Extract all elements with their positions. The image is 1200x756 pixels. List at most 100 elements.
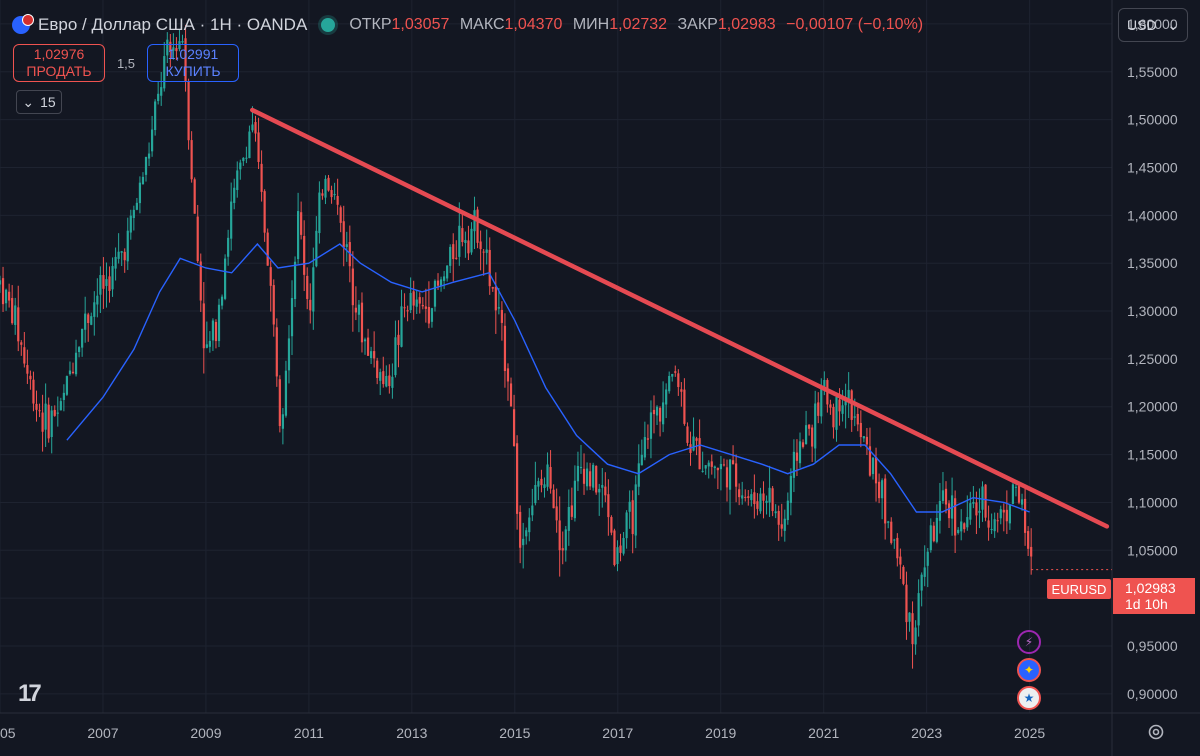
tradingview-logo-icon: 17 xyxy=(18,680,42,707)
candle-body xyxy=(357,304,361,315)
candle-body xyxy=(147,153,151,159)
y-tick-label: 1,15000 xyxy=(1127,447,1178,463)
candle-body xyxy=(643,437,646,458)
candle-body xyxy=(464,239,467,244)
candle-body xyxy=(619,545,622,553)
x-tick-label: 2013 xyxy=(396,725,427,741)
candle-body xyxy=(966,517,969,528)
candle-body xyxy=(738,489,741,498)
candle-body xyxy=(777,511,780,525)
eu-flag-event-icon[interactable]: ✦ xyxy=(1017,658,1041,682)
candle-body xyxy=(719,463,723,470)
candle-body xyxy=(579,466,583,469)
candle-body xyxy=(786,500,789,521)
candle-body xyxy=(622,538,625,554)
symbol-header: Евро / Доллар США · 1H · OANDA ОТКР1,030… xyxy=(12,12,929,38)
candle-body xyxy=(1008,505,1011,524)
lightning-event-icon[interactable]: ⚡ xyxy=(1017,630,1041,654)
candle-body xyxy=(11,298,14,324)
candle-body xyxy=(199,261,202,301)
candle-body xyxy=(893,539,896,541)
currency-button[interactable]: USD ⌄ xyxy=(1118,8,1188,42)
candle-body xyxy=(488,249,491,287)
buy-button[interactable]: 1,02991 КУПИТЬ xyxy=(147,44,239,82)
candle-body xyxy=(290,298,294,337)
eur-usd-flag-icon xyxy=(12,14,34,34)
candle-body xyxy=(820,386,823,417)
candle-body xyxy=(561,548,564,551)
candle-body xyxy=(798,441,802,464)
candle-body xyxy=(528,517,531,533)
candle-body xyxy=(868,446,872,476)
last-price-value: 1,02983 xyxy=(1125,580,1176,596)
events-column: ⚡ ✦ ★ xyxy=(1017,630,1041,710)
candle-body xyxy=(987,520,990,528)
candle-body xyxy=(634,484,637,536)
candle-body xyxy=(163,56,166,89)
candle-body xyxy=(728,459,732,490)
x-tick-label: 2019 xyxy=(705,725,736,741)
candle-body xyxy=(917,593,920,626)
candle-body xyxy=(610,517,613,533)
candle-body xyxy=(741,495,744,499)
candle-body xyxy=(1,278,5,305)
candle-body xyxy=(625,512,628,539)
candle-body xyxy=(576,465,580,482)
candle-body xyxy=(248,131,251,159)
candle-body xyxy=(363,339,367,342)
candle-body xyxy=(957,529,960,533)
candle-body xyxy=(990,528,993,530)
candle-body xyxy=(862,436,865,439)
candle-body xyxy=(32,379,35,404)
candle-body xyxy=(315,230,318,267)
candle-body xyxy=(418,297,421,304)
y-tick-label: 0,95000 xyxy=(1127,638,1178,654)
candle-body xyxy=(963,523,966,530)
buy-label: КУПИТЬ xyxy=(165,63,221,79)
candle-body xyxy=(595,465,598,493)
candle-body xyxy=(582,468,586,484)
candle-body xyxy=(671,374,674,377)
candle-body xyxy=(683,389,686,424)
candle-body xyxy=(217,304,221,342)
candle-body xyxy=(853,416,856,418)
candle-body xyxy=(318,192,321,234)
candle-body xyxy=(735,463,738,487)
bar-countdown: 1d 10h xyxy=(1125,596,1168,612)
candle-body xyxy=(263,191,266,233)
x-tick-label: 2025 xyxy=(1014,725,1045,741)
candle-body xyxy=(838,399,841,412)
candle-body xyxy=(366,337,370,356)
indicators-toggle[interactable]: ⌄ 15 xyxy=(16,90,62,114)
candle-body xyxy=(865,436,869,445)
candle-body xyxy=(385,375,388,387)
candle-body xyxy=(242,157,245,162)
candle-body xyxy=(339,207,342,223)
low-value: 1,02732 xyxy=(609,16,668,33)
candle-body xyxy=(129,215,132,233)
gear-icon[interactable] xyxy=(1146,722,1166,742)
candle-body xyxy=(658,407,662,422)
candle-body xyxy=(35,403,38,410)
sell-button[interactable]: 1,02976 ПРОДАТЬ xyxy=(13,44,105,82)
candle-body xyxy=(245,157,248,159)
candle-body xyxy=(512,409,516,446)
change-value: −0,00107 (−0,10%) xyxy=(786,16,924,33)
candle-body xyxy=(662,402,665,425)
candle-body xyxy=(470,228,473,253)
candle-body xyxy=(68,370,72,375)
candle-body xyxy=(506,368,510,382)
candle-body xyxy=(105,279,108,286)
candle-body xyxy=(491,287,494,289)
candle-body xyxy=(449,246,452,266)
candle-body xyxy=(300,212,303,235)
candle-body xyxy=(522,538,525,546)
us-flag-event-icon[interactable]: ★ xyxy=(1017,686,1041,710)
candle-body xyxy=(269,267,272,286)
candle-body xyxy=(829,404,832,408)
candle-body xyxy=(652,409,656,415)
symbol-title[interactable]: Евро / Доллар США · 1H · OANDA xyxy=(38,15,308,34)
candle-body xyxy=(884,478,887,524)
candle-body xyxy=(637,463,640,487)
